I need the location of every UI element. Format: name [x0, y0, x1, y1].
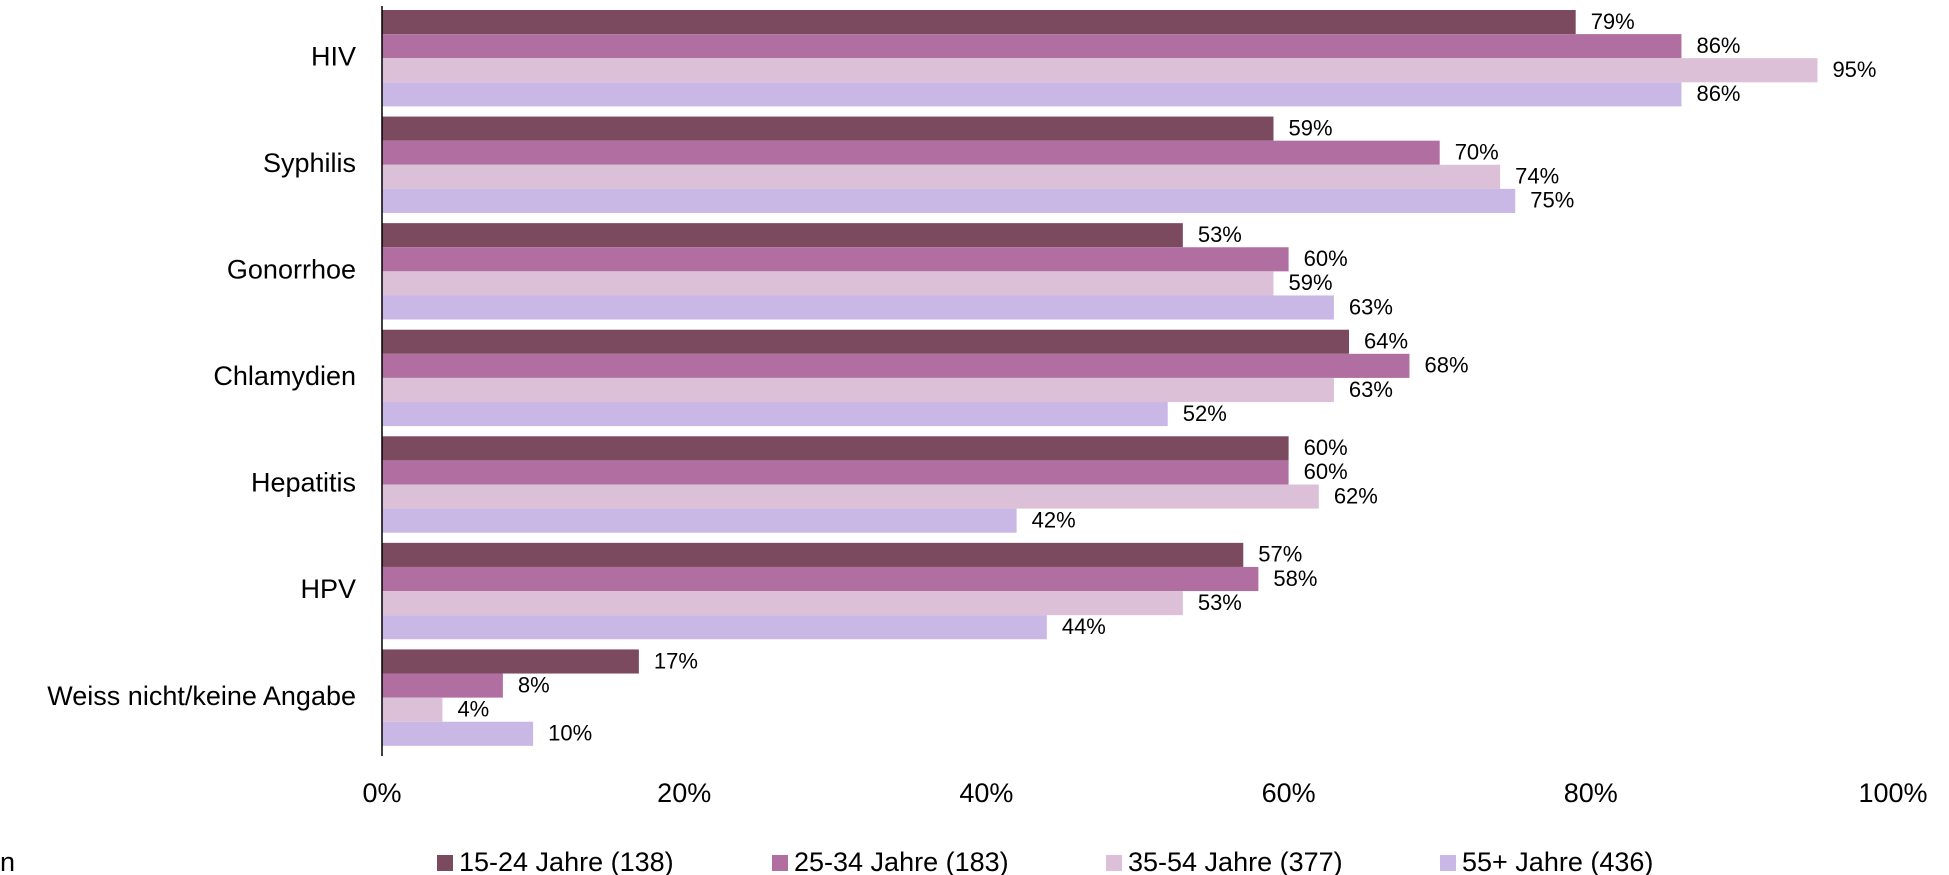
note: n [0, 847, 15, 875]
x-tick-label: 0% [362, 778, 401, 808]
bar [382, 673, 503, 698]
data-label: 8% [518, 672, 550, 697]
bar [382, 697, 443, 722]
bar [382, 34, 1682, 59]
bar [382, 484, 1319, 509]
data-label: 75% [1530, 188, 1574, 213]
data-label: 79% [1591, 9, 1635, 34]
bar [382, 436, 1289, 461]
x-tick-label: 60% [1262, 778, 1316, 808]
category-label: HIV [311, 41, 356, 71]
legend-swatch [1440, 855, 1456, 871]
bar [382, 566, 1259, 592]
legend-label: 35-54 Jahre (377) [1128, 847, 1343, 875]
bar [382, 140, 1440, 165]
data-label: 74% [1515, 164, 1559, 189]
bar [382, 223, 1183, 248]
data-label: 58% [1273, 566, 1317, 591]
data-label: 52% [1183, 401, 1227, 426]
category-label: Weiss nicht/keine Angabe [47, 681, 356, 711]
data-label: 57% [1258, 542, 1302, 567]
data-label: 17% [654, 648, 698, 673]
data-label: 70% [1455, 140, 1499, 165]
legend-swatch [772, 855, 788, 871]
data-label: 59% [1288, 115, 1332, 140]
category-label: Gonorrhoe [227, 254, 356, 284]
bar [382, 116, 1274, 141]
data-label: 53% [1198, 222, 1242, 247]
x-tick-label: 80% [1564, 778, 1618, 808]
data-label: 62% [1334, 483, 1378, 508]
bar [382, 82, 1682, 107]
bar [382, 295, 1334, 320]
legend-label: 15-24 Jahre (138) [459, 847, 674, 875]
data-label: 60% [1304, 246, 1348, 271]
bar [382, 460, 1289, 485]
bar [382, 377, 1334, 403]
x-tick-label: 40% [959, 778, 1013, 808]
category-label: HPV [300, 574, 356, 604]
data-label: 60% [1304, 435, 1348, 460]
category-label: Syphilis [263, 148, 356, 178]
bar [382, 247, 1289, 272]
data-label: 64% [1364, 329, 1408, 354]
category-label: Hepatitis [251, 468, 356, 498]
x-tick-label: 20% [657, 778, 711, 808]
data-label: 10% [548, 721, 592, 746]
data-label: 59% [1288, 270, 1332, 295]
bar [382, 649, 639, 674]
data-label: 4% [457, 696, 489, 721]
bar [382, 402, 1168, 427]
bar [382, 329, 1350, 354]
bar [382, 188, 1516, 213]
bar [382, 508, 1017, 533]
bar [382, 271, 1274, 296]
bar [382, 10, 1576, 35]
x-tick-label: 100% [1858, 778, 1927, 808]
data-label: 63% [1349, 377, 1393, 402]
bar [382, 615, 1047, 640]
bar [382, 591, 1183, 616]
data-label: 44% [1062, 614, 1106, 639]
legend-label: 55+ Jahre (436) [1462, 847, 1653, 875]
data-label: 63% [1349, 294, 1393, 319]
bar [382, 58, 1818, 83]
legend-swatch [437, 855, 453, 871]
data-label: 86% [1696, 33, 1740, 58]
data-label: 86% [1696, 81, 1740, 106]
data-label: 95% [1832, 57, 1876, 82]
bar [382, 542, 1244, 567]
data-label: 68% [1424, 353, 1468, 378]
legend-swatch [1106, 855, 1122, 871]
bar [382, 353, 1410, 378]
data-label: 60% [1304, 459, 1348, 484]
bar [382, 164, 1501, 189]
category-label: Chlamydien [213, 361, 356, 391]
legend-label: 25-34 Jahre (183) [794, 847, 1009, 875]
data-label: 42% [1032, 507, 1076, 532]
bar [382, 721, 534, 746]
data-label: 53% [1198, 590, 1242, 615]
